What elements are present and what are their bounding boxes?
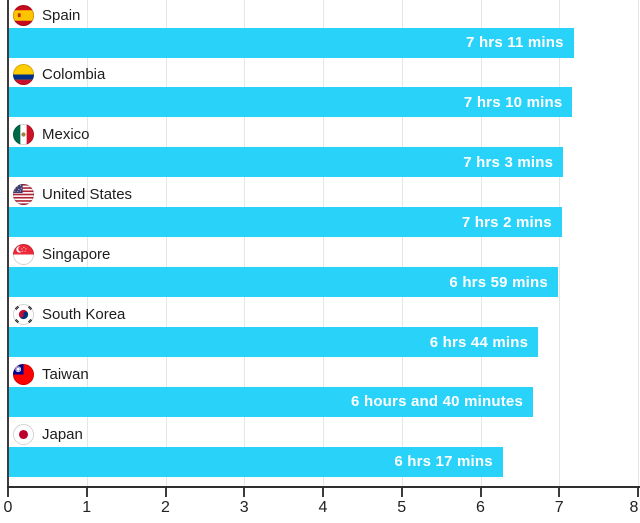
gridline-7 bbox=[559, 0, 561, 486]
bar-japan: 6 hrs 17 mins bbox=[9, 446, 503, 477]
y-axis-line bbox=[7, 0, 9, 488]
row-label-mexico: Mexico bbox=[13, 123, 90, 147]
mexico-flag-icon bbox=[13, 124, 34, 146]
x-tick-3 bbox=[243, 488, 246, 497]
country-name: Mexico bbox=[42, 126, 90, 144]
country-name: Singapore bbox=[42, 246, 111, 264]
bar-value-label: 7 hrs 2 mins bbox=[461, 213, 552, 231]
colombia-flag-icon bbox=[13, 64, 34, 86]
row-label-united-states: United States bbox=[13, 183, 132, 207]
bar-south-korea: 6 hrs 44 mins bbox=[9, 327, 539, 357]
bar-united-states: 7 hrs 2 mins bbox=[9, 207, 562, 238]
x-tick-7 bbox=[558, 488, 561, 497]
x-tick-label-4: 4 bbox=[318, 499, 328, 516]
x-tick-label-7: 7 bbox=[554, 499, 564, 516]
x-axis-line bbox=[7, 486, 640, 488]
x-tick-label-5: 5 bbox=[397, 499, 407, 516]
x-tick-4 bbox=[322, 488, 324, 497]
gridline-5 bbox=[401, 0, 403, 486]
row-label-japan: Japan bbox=[13, 422, 83, 446]
japan-flag-icon bbox=[13, 423, 34, 445]
country-name: United States bbox=[42, 186, 133, 204]
bar-value-label: 7 hrs 3 mins bbox=[463, 153, 554, 171]
row-label-south-korea: South Korea bbox=[13, 303, 125, 327]
x-tick-0 bbox=[7, 488, 9, 497]
bar-spain: 7 hrs 11 mins bbox=[9, 27, 574, 58]
x-tick-8 bbox=[637, 488, 639, 497]
bar-value-label: 6 hrs 44 mins bbox=[429, 333, 529, 351]
spain-flag-icon bbox=[13, 4, 34, 26]
gridline-4 bbox=[323, 0, 324, 486]
x-tick-label-0: 0 bbox=[3, 499, 13, 516]
south-korea-flag-icon bbox=[13, 304, 34, 325]
x-tick-label-8: 8 bbox=[629, 499, 639, 516]
x-tick-6 bbox=[479, 488, 482, 497]
row-label-taiwan: Taiwan bbox=[13, 362, 89, 386]
bar-colombia: 7 hrs 10 mins bbox=[9, 87, 573, 118]
bar-taiwan: 6 hours and 40 minutes bbox=[9, 386, 533, 417]
gridline-1 bbox=[86, 0, 88, 486]
x-tick-label-3: 3 bbox=[239, 499, 249, 516]
bar-value-label: 6 hours and 40 minutes bbox=[351, 393, 523, 411]
x-tick-1 bbox=[85, 488, 88, 497]
row-label-spain: Spain bbox=[13, 3, 80, 27]
bar-value-label: 6 hrs 17 mins bbox=[394, 453, 493, 471]
bar-value-label: 7 hrs 10 mins bbox=[463, 93, 563, 111]
x-tick-2 bbox=[164, 488, 167, 497]
country-name: Spain bbox=[42, 6, 81, 24]
gridline-8 bbox=[638, 0, 639, 486]
bar-value-label: 6 hrs 59 mins bbox=[449, 273, 548, 291]
bar-value-label: 7 hrs 11 mins bbox=[466, 34, 564, 51]
row-label-colombia: Colombia bbox=[13, 63, 105, 87]
x-tick-label-6: 6 bbox=[476, 499, 485, 516]
bar-singapore: 6 hrs 59 mins bbox=[9, 267, 558, 298]
taiwan-flag-icon bbox=[13, 363, 34, 385]
country-name: Taiwan bbox=[42, 365, 89, 383]
gridline-2 bbox=[165, 0, 167, 486]
country-name: Japan bbox=[42, 425, 83, 443]
x-tick-label-2: 2 bbox=[161, 499, 170, 516]
united-states-flag-icon bbox=[13, 184, 34, 206]
bar-mexico: 7 hrs 3 mins bbox=[9, 147, 564, 178]
country-name: South Korea bbox=[42, 306, 126, 323]
row-label-singapore: Singapore bbox=[13, 243, 110, 267]
gridline-3 bbox=[244, 0, 246, 486]
country-name: Colombia bbox=[42, 66, 106, 84]
x-tick-label-1: 1 bbox=[82, 499, 92, 516]
gridline-6 bbox=[480, 0, 482, 486]
x-tick-5 bbox=[400, 488, 403, 497]
singapore-flag-icon bbox=[13, 244, 34, 266]
